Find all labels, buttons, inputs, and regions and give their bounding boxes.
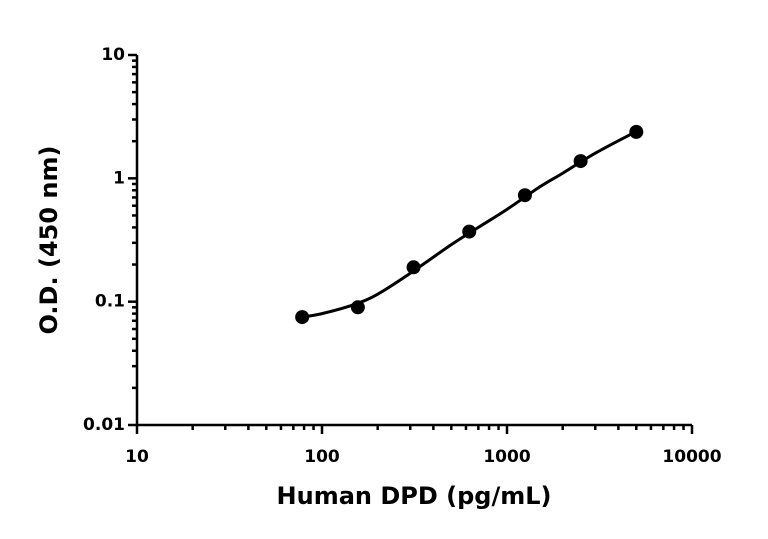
y-tick-label: 10: [101, 45, 125, 65]
data-point: [573, 154, 588, 169]
data-point: [517, 188, 532, 203]
data-point: [406, 260, 421, 275]
y-tick-label: 0.1: [95, 292, 125, 312]
data-point: [295, 310, 310, 325]
data-point: [462, 224, 477, 239]
x-axis-title: Human DPD (pg/mL): [277, 482, 552, 510]
x-tick-label: 10: [125, 447, 149, 467]
data-point: [629, 124, 644, 139]
y-tick-label: 0.01: [83, 415, 125, 435]
x-tick-label: 1000: [483, 447, 530, 467]
y-tick-label: 1: [113, 168, 125, 188]
y-axis-title: O.D. (450 nm): [35, 146, 63, 335]
x-tick-label: 100: [304, 447, 340, 467]
x-tick-label: 10000: [662, 447, 721, 467]
data-point: [350, 300, 365, 315]
